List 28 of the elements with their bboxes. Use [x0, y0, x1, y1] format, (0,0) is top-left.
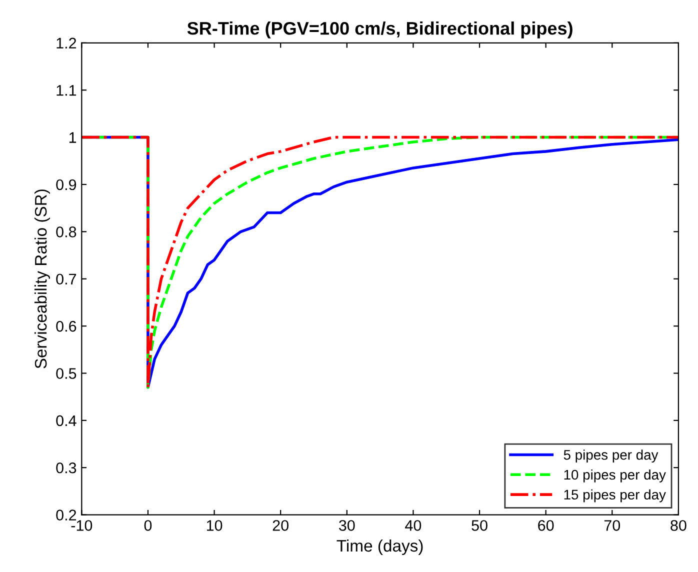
- x-tick-label: 80: [670, 520, 686, 531]
- x-tick-label: 50: [472, 520, 488, 531]
- y-tick-label: 0.6: [56, 320, 76, 332]
- x-tick-label: 30: [338, 520, 355, 531]
- y-axis-title: Serviceability Ratio (SR): [34, 190, 50, 368]
- y-tick-label: 0.9: [56, 179, 76, 190]
- y-tick-label: 1.2: [56, 38, 76, 48]
- x-tick-label: -10: [71, 520, 92, 531]
- y-tick-label: 0.5: [56, 368, 76, 379]
- x-tick-label: 60: [538, 520, 554, 531]
- legend-label: 10 pipes per day: [564, 469, 666, 482]
- legend-label: 15 pipes per day: [564, 489, 666, 502]
- line-series: [82, 136, 678, 389]
- x-axis-title: Time (days): [336, 539, 423, 555]
- y-tick-label: 0.8: [56, 226, 76, 238]
- x-tick-label: 0: [144, 520, 152, 531]
- x-tick-label: 40: [405, 520, 422, 531]
- y-tick-label: 1.1: [56, 85, 76, 96]
- legend-label: 5 pipes per day: [564, 450, 658, 463]
- y-tick-label: 0.7: [56, 274, 76, 285]
- x-tick-label: 20: [272, 520, 288, 531]
- chart-title: SR-Time (PGV=100 cm/s, Bidirectional pipes): [187, 21, 572, 38]
- y-tick-label: 0.3: [56, 462, 76, 474]
- y-tick-label: 0.2: [56, 510, 76, 520]
- x-tick-label: 70: [604, 520, 620, 531]
- y-tick-label: 1: [69, 132, 76, 143]
- x-tick-label: 10: [206, 520, 222, 531]
- y-tick-label: 0.4: [56, 415, 76, 426]
